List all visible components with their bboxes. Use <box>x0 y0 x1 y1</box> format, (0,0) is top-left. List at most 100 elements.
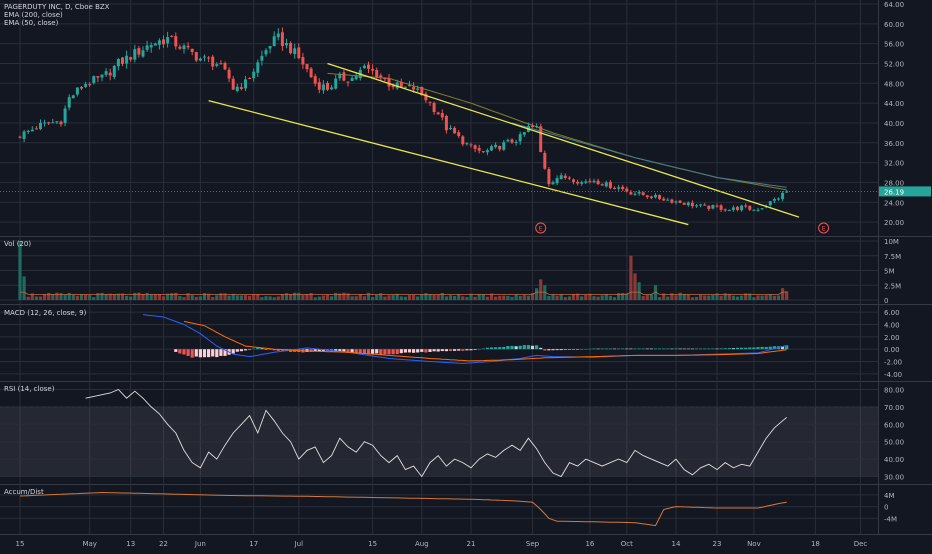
macd-histogram-bar <box>666 348 670 350</box>
macd-histogram-bar <box>457 349 461 351</box>
candle-down <box>280 27 284 51</box>
price-tick-label: 36.00 <box>884 140 904 148</box>
macd-histogram-bar <box>506 346 510 350</box>
price-tick-label: 56.00 <box>884 41 904 49</box>
macd-histogram-bar <box>469 349 473 351</box>
macd-histogram-bar <box>243 349 248 351</box>
candle-down <box>309 66 313 78</box>
candle-up <box>198 57 202 62</box>
volume-bar <box>207 293 211 300</box>
macd-histogram-bar <box>489 347 494 350</box>
volume-bar <box>715 293 719 300</box>
candle-body <box>760 208 764 210</box>
candle-body <box>506 139 510 142</box>
candle-body <box>334 78 338 89</box>
candle-body <box>535 125 539 127</box>
candle-body <box>67 97 71 108</box>
volume-bar <box>342 292 346 300</box>
volume-bar <box>346 293 350 300</box>
price-badge <box>879 186 931 197</box>
candle-body <box>367 64 370 69</box>
macd-histogram-bar <box>571 349 576 350</box>
macd-histogram-bar <box>608 348 612 350</box>
volume-bar <box>59 293 63 300</box>
candle-body <box>625 188 629 192</box>
rsi-tick-label: 50.00 <box>884 439 904 447</box>
time-tick-label: Jun <box>194 540 206 548</box>
candle-body <box>584 181 588 183</box>
ad-tick-label: 0 <box>884 504 888 512</box>
macd-histogram-bar <box>764 346 768 350</box>
rsi-tick-label: 40.00 <box>884 456 904 464</box>
time-tick-label: 13 <box>126 540 135 548</box>
symbol-label[interactable]: PAGERDUTY INC, D, Cboe BZX <box>4 3 110 11</box>
macd-tick-label: 4.00 <box>884 321 900 329</box>
ad-label[interactable]: Accum/Dist <box>4 488 44 496</box>
macd-histogram-bar <box>260 348 264 350</box>
candle-up <box>112 64 116 80</box>
volume-bar <box>321 295 325 300</box>
volume-bar <box>120 293 125 300</box>
price-tick-label: 48.00 <box>884 80 904 88</box>
candle-body <box>317 82 321 90</box>
volume-bar <box>248 295 252 300</box>
candle-body <box>518 134 522 142</box>
price-tick-label: 24.00 <box>884 199 904 207</box>
macd-histogram-bar <box>662 348 666 350</box>
volume-bar <box>297 292 301 300</box>
volume-bar <box>223 293 227 300</box>
volume-bar <box>289 294 293 300</box>
candle-up <box>293 43 297 59</box>
candle-body <box>748 205 752 210</box>
candle-body <box>719 205 723 210</box>
candle-body <box>84 84 88 87</box>
candle-body <box>485 150 489 153</box>
candle-down <box>461 135 465 147</box>
candle-down <box>469 142 473 148</box>
volume-tick-label: 0 <box>884 297 888 305</box>
candle-body <box>149 45 153 48</box>
volume-bar <box>547 295 551 300</box>
rsi-label[interactable]: RSI (14, close) <box>4 385 55 393</box>
macd-histogram-bar <box>202 349 207 358</box>
macd-histogram-bar <box>731 348 735 350</box>
candle-up <box>772 197 776 204</box>
candle-body <box>43 122 47 124</box>
volume-label[interactable]: Vol (20) <box>4 240 32 248</box>
macd-label[interactable]: MACD (12, 26, close, 9) <box>4 309 87 317</box>
candle-body <box>252 71 256 79</box>
macd-histogram-bar <box>436 349 440 352</box>
candle-up <box>584 179 588 185</box>
volume-bar <box>584 294 588 300</box>
candle-body <box>350 78 354 82</box>
candle-down <box>383 77 387 82</box>
candle-body <box>326 82 329 90</box>
candle-body <box>498 145 502 150</box>
candle-body <box>444 115 448 131</box>
macd-histogram-bar <box>682 348 686 350</box>
candle-down <box>178 44 182 50</box>
volume-bar <box>740 295 744 300</box>
time-tick-label: May <box>82 540 96 548</box>
candle-up <box>654 193 657 199</box>
macd-histogram-bar <box>444 349 448 352</box>
candle-body <box>563 175 567 178</box>
candle-body <box>658 195 662 199</box>
ema50-label[interactable]: EMA (50, close) <box>4 19 59 27</box>
candle-down <box>47 121 51 126</box>
volume-bar <box>243 295 248 300</box>
candle-body <box>268 46 272 49</box>
candle-down <box>440 109 444 121</box>
volume-bar <box>518 295 522 300</box>
volume-bar <box>481 294 485 300</box>
candle-body <box>330 87 334 90</box>
macd-histogram-bar <box>424 349 428 353</box>
candle-up <box>338 71 342 81</box>
ema200-label[interactable]: EMA (200, close) <box>4 11 63 19</box>
candle-down <box>690 200 694 209</box>
candle-down <box>436 111 440 115</box>
candle-body <box>662 198 666 201</box>
macd-histogram-bar <box>699 348 703 350</box>
candle-down <box>219 60 223 65</box>
